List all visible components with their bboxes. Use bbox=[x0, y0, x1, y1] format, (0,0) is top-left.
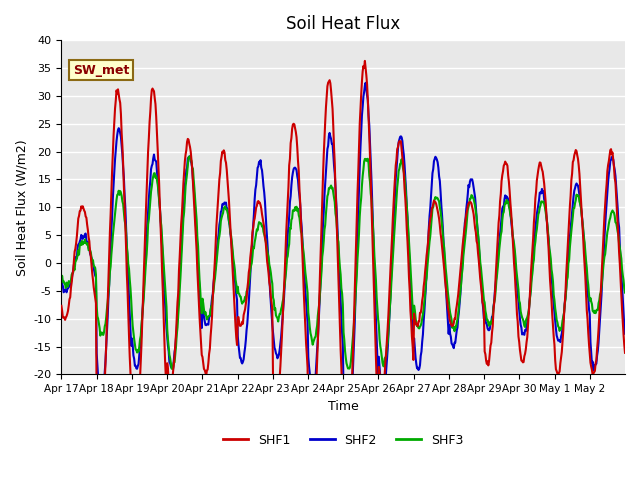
SHF2 bbox=[362, 80, 369, 85]
SHF1 bbox=[435, 211, 442, 217]
SHF3 bbox=[257, 220, 264, 226]
Legend: SHF1, SHF2, SHF3: SHF1, SHF2, SHF3 bbox=[218, 429, 468, 452]
SHF1 bbox=[58, 303, 65, 309]
SHF1 bbox=[276, 363, 284, 369]
SHF3 bbox=[228, 247, 236, 253]
Y-axis label: Soil Heat Flux (W/m2): Soil Heat Flux (W/m2) bbox=[15, 139, 28, 276]
Line: SHF1: SHF1 bbox=[61, 61, 625, 463]
SHF1 bbox=[124, 288, 131, 294]
SHF1 bbox=[621, 350, 629, 356]
SHF3 bbox=[435, 197, 442, 203]
Line: SHF3: SHF3 bbox=[61, 156, 625, 369]
SHF1 bbox=[344, 460, 351, 466]
SHF3 bbox=[124, 251, 131, 256]
SHF2 bbox=[58, 278, 65, 284]
SHF3 bbox=[278, 304, 285, 310]
X-axis label: Time: Time bbox=[328, 400, 358, 413]
SHF3 bbox=[58, 276, 65, 281]
SHF2 bbox=[276, 341, 284, 347]
SHF2 bbox=[255, 159, 263, 165]
Title: Soil Heat Flux: Soil Heat Flux bbox=[286, 15, 401, 33]
SHF2 bbox=[227, 236, 235, 242]
SHF2 bbox=[124, 256, 131, 262]
Text: SW_met: SW_met bbox=[73, 63, 129, 76]
SHF1 bbox=[255, 200, 263, 206]
SHF2 bbox=[403, 204, 411, 210]
SHF2 bbox=[621, 331, 629, 336]
SHF1 bbox=[361, 58, 369, 64]
SHF3 bbox=[403, 202, 411, 208]
SHF3 bbox=[168, 366, 176, 372]
SHF1 bbox=[227, 238, 235, 243]
SHF3 bbox=[621, 290, 629, 296]
Line: SHF2: SHF2 bbox=[61, 83, 625, 441]
SHF2 bbox=[435, 165, 442, 170]
SHF2 bbox=[344, 438, 352, 444]
SHF3 bbox=[186, 153, 194, 159]
SHF1 bbox=[403, 226, 411, 232]
